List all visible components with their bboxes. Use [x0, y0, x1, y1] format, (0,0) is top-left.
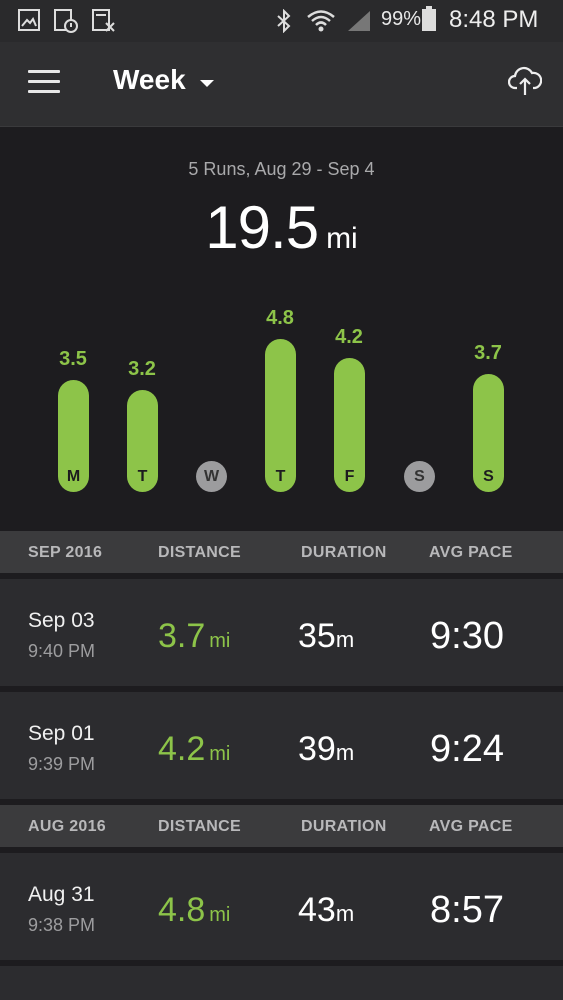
- wifi-icon: [307, 10, 335, 32]
- run-date: Aug 31: [28, 883, 95, 906]
- signal-icon: [348, 11, 370, 31]
- run-date: Sep 01: [28, 722, 95, 745]
- bar-value-label: 4.8: [266, 307, 294, 329]
- summary-total: 19.5 mi: [0, 193, 563, 262]
- bar[interactable]: [127, 390, 158, 492]
- column-header-duration: DURATION: [301, 818, 387, 835]
- day-label: W: [196, 461, 227, 492]
- total-distance: 19.5: [205, 194, 319, 261]
- run-distance-value: 3.7: [158, 617, 206, 655]
- calendar-icon: [54, 9, 78, 33]
- row-divider: [0, 847, 563, 853]
- run-row[interactable]: Sep 03 9:40 PM 3.7 mi 35m 9:30: [0, 579, 563, 686]
- run-duration: 35m: [298, 617, 354, 656]
- run-duration-value: 39: [298, 730, 336, 768]
- run-distance: 4.8 mi: [158, 891, 230, 930]
- day-label: S: [483, 468, 494, 485]
- run-distance-value: 4.8: [158, 891, 206, 929]
- chevron-down-icon[interactable]: [200, 80, 214, 87]
- status-bar: 99% 8:48 PM: [0, 0, 563, 42]
- calculator-icon: [92, 9, 115, 32]
- run-duration: 43m: [298, 891, 354, 930]
- run-distance-unit: mi: [209, 904, 231, 926]
- run-time: 9:39 PM: [28, 754, 96, 774]
- run-duration-unit: m: [335, 627, 355, 652]
- app-bar: Week: [0, 42, 563, 127]
- column-header-pace: AVG PACE: [429, 544, 513, 561]
- run-distance: 3.7 mi: [158, 617, 230, 656]
- gallery-icon: [18, 9, 40, 31]
- summary-subtitle: 5 Runs, Aug 29 - Sep 4: [188, 159, 375, 179]
- run-row[interactable]: Sep 01 9:39 PM 4.2 mi 39m 9:24: [0, 692, 563, 799]
- battery-icon: [422, 6, 436, 31]
- bar[interactable]: [473, 374, 504, 492]
- run-duration-unit: m: [335, 901, 355, 926]
- run-duration: 39m: [298, 730, 354, 769]
- menu-icon[interactable]: [28, 70, 60, 94]
- bar-value-label: 3.2: [128, 358, 156, 380]
- cloud-upload-icon[interactable]: [508, 66, 542, 96]
- day-label: S: [404, 461, 435, 492]
- run-distance-unit: mi: [209, 630, 231, 652]
- column-header-duration: DURATION: [301, 544, 387, 561]
- weekly-summary: 5 Runs, Aug 29 - Sep 4 19.5 mi 3.5 M 3.2 T W 4…: [0, 127, 563, 531]
- bluetooth-icon: [277, 9, 291, 33]
- run-distance-unit: mi: [209, 743, 231, 765]
- bar-value-label: 4.2: [335, 326, 363, 348]
- battery-percent: 99%: [381, 8, 422, 30]
- bar-value-label: 3.5: [59, 348, 87, 370]
- run-time: 9:40 PM: [28, 641, 96, 661]
- column-header-distance: DISTANCE: [158, 818, 241, 835]
- total-unit: mi: [326, 222, 358, 255]
- row-divider: [0, 573, 563, 579]
- bar-value-label: 3.7: [474, 342, 502, 364]
- clock: 8:48 PM: [449, 6, 539, 33]
- run-date: Sep 03: [28, 609, 95, 632]
- day-label: T: [275, 468, 286, 485]
- run-time: 9:38 PM: [28, 915, 96, 935]
- bar[interactable]: [58, 380, 89, 492]
- day-label: F: [344, 468, 355, 485]
- run-duration-unit: m: [335, 740, 355, 765]
- run-duration-value: 43: [298, 891, 336, 929]
- run-distance-value: 4.2: [158, 730, 206, 768]
- bar[interactable]: [265, 339, 296, 492]
- column-header-distance: DISTANCE: [158, 544, 241, 561]
- bar[interactable]: [334, 358, 365, 492]
- column-header-pace: AVG PACE: [429, 818, 513, 835]
- day-label: T: [137, 468, 148, 485]
- section-header: SEP 2016 DISTANCE DURATION AVG PACE: [0, 531, 563, 573]
- run-pace: 9:24: [430, 728, 504, 770]
- run-pace: 9:30: [430, 615, 504, 657]
- section-header: AUG 2016 DISTANCE DURATION AVG PACE: [0, 805, 563, 847]
- run-row-partial[interactable]: [0, 966, 563, 1000]
- run-pace: 8:57: [430, 889, 504, 931]
- period-selector[interactable]: Week: [113, 64, 186, 95]
- row-divider: [0, 960, 563, 966]
- row-divider: [0, 799, 563, 805]
- day-label: M: [66, 468, 81, 485]
- run-distance: 4.2 mi: [158, 730, 230, 769]
- section-month: SEP 2016: [28, 544, 103, 561]
- run-duration-value: 35: [298, 617, 336, 655]
- row-divider: [0, 686, 563, 692]
- section-month: AUG 2016: [28, 818, 106, 835]
- run-row[interactable]: Aug 31 9:38 PM 4.8 mi 43m 8:57: [0, 853, 563, 960]
